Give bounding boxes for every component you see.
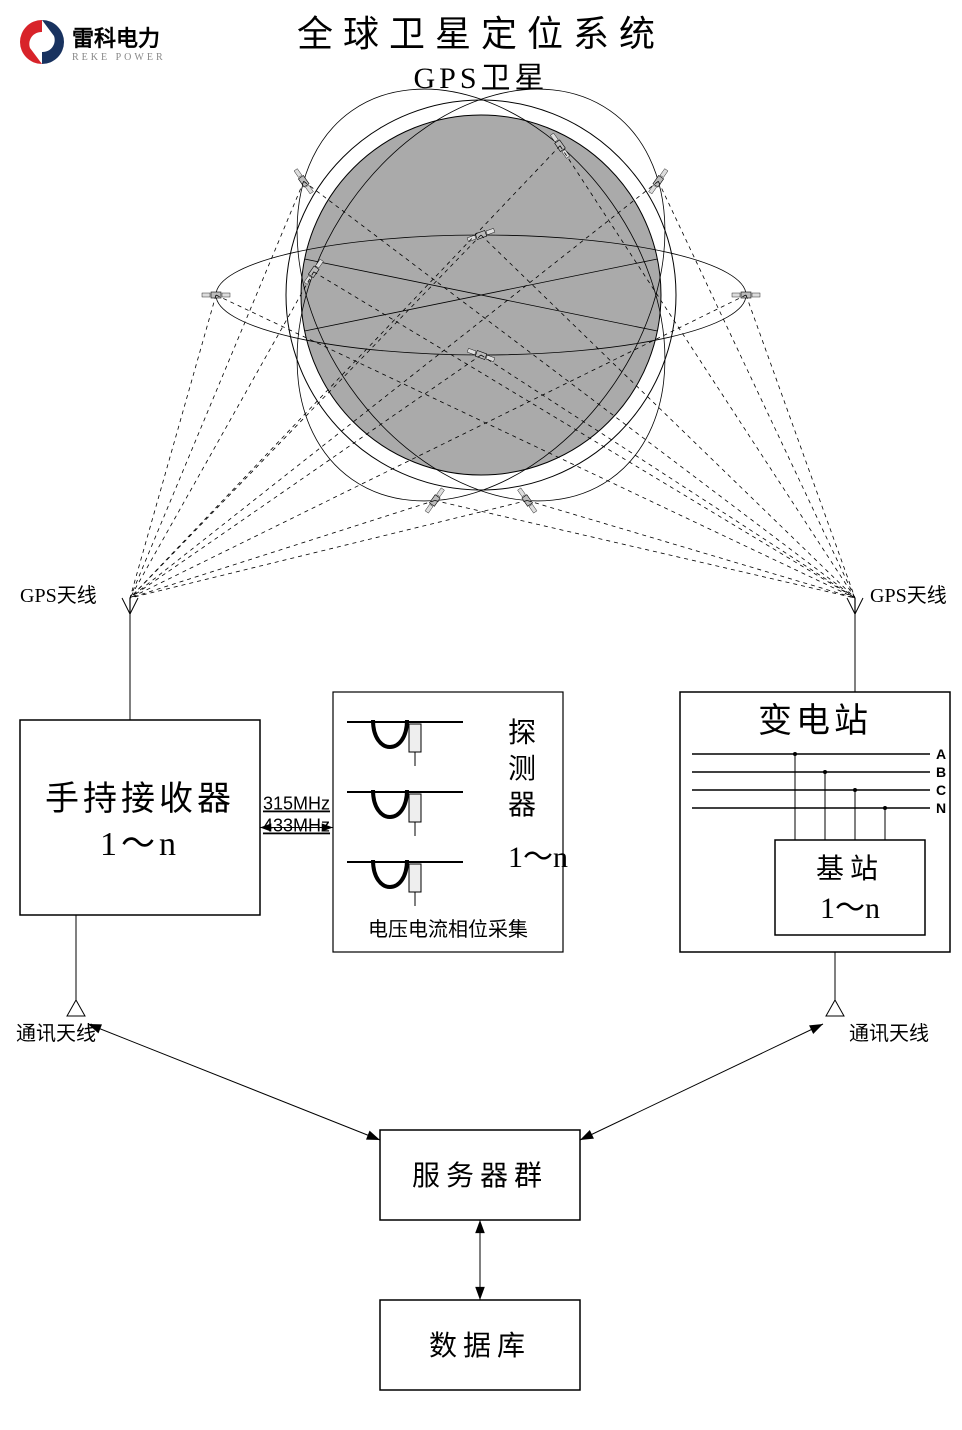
base-count: 1～n	[820, 892, 880, 925]
comm-antenna-label-left: 通讯天线	[16, 1022, 96, 1045]
receiver-title: 手持接收器	[45, 780, 235, 818]
phase-label: N	[936, 800, 946, 816]
clamp-sensor-icon	[373, 790, 421, 822]
base-title: 基站	[816, 853, 884, 885]
clamp-sensor-icon	[373, 860, 421, 892]
detector-title-char: 测	[508, 754, 536, 785]
freq-433: 433MHz	[263, 816, 330, 836]
brand-logo: 雷科电力REKE POWER	[20, 20, 166, 64]
title-main: 全球卫星定位系统	[297, 14, 665, 54]
phase-label: C	[936, 782, 946, 798]
database-label: 数据库	[429, 1330, 531, 1362]
server-label: 服务器群	[412, 1160, 548, 1192]
receiver-count: 1～n	[100, 826, 180, 863]
comm-antenna-right	[826, 1000, 844, 1016]
gps-antenna-label-left: GPS天线	[20, 584, 97, 607]
brand-name-cn: 雷科电力	[72, 26, 160, 51]
title-sub: GPS卫星	[413, 62, 548, 95]
gps-antenna-label-right: GPS天线	[870, 584, 947, 607]
phase-label: A	[936, 746, 946, 762]
comm-antenna-label-right: 通讯天线	[849, 1022, 929, 1045]
comm-antenna-left	[67, 1000, 85, 1016]
phase-label: B	[936, 764, 946, 780]
detector-caption: 电压电流相位采集	[368, 918, 528, 941]
detector-count: 1～n	[508, 841, 568, 874]
freq-315: 315MHz	[263, 794, 330, 814]
clamp-sensor-icon	[373, 720, 421, 752]
brand-name-en: REKE POWER	[72, 52, 166, 63]
detector-title-char: 探	[508, 717, 536, 749]
detector-title-char: 器	[508, 790, 536, 821]
substation-title: 变电站	[758, 702, 872, 740]
